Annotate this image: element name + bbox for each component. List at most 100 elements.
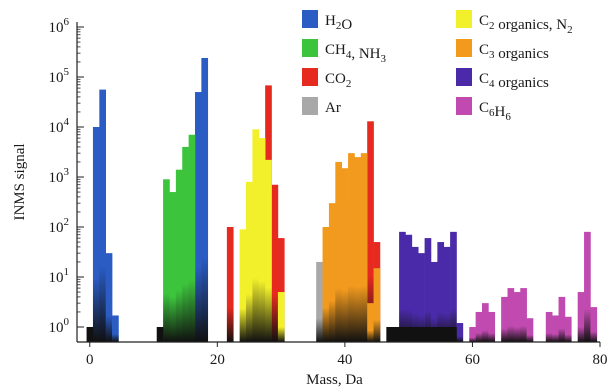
legend-swatch [302,10,318,28]
bar [450,231,457,342]
bar [348,153,355,342]
x-axis-label: Mass, Da [306,372,363,388]
legend-swatch [302,97,318,115]
legend-label: C6H6 [479,100,511,123]
bar [316,261,323,342]
bar [386,327,394,342]
bar [201,57,209,343]
bar [252,129,260,342]
legend-item-co2: CO2 [302,68,351,90]
bar [488,311,496,342]
bar [277,238,285,342]
bar [424,327,432,342]
bar [558,296,566,342]
y-tick-label: 106 [49,16,70,36]
bar [418,253,425,342]
bar [105,253,113,342]
bar [443,246,451,342]
y-tick-label: 104 [49,116,70,136]
legend-item-c2: C2 organics, N2 [456,10,573,36]
bar [86,327,94,342]
bar [373,268,381,342]
bar [552,315,559,342]
bar [430,261,438,342]
legend-swatch [456,39,472,57]
legend-label: C2 organics, N2 [479,13,573,36]
bar [501,296,508,342]
legend-item-c3: C3 organics [456,39,549,62]
bar [239,229,247,342]
bar [354,157,362,342]
series-5 [322,153,381,342]
bar [424,238,432,342]
bar [405,327,413,342]
plot-area [86,57,598,343]
axes: 100 101 102 103 104 105 106 0 20 40 60 80 [49,16,608,368]
bar [226,227,234,342]
bar [411,246,419,342]
y-tick-label: 100 [49,316,70,336]
bar [590,307,598,342]
bar [360,153,368,342]
legend-swatch [456,10,472,28]
y-tick-label: 103 [49,166,70,186]
bar [513,292,521,342]
bar [437,327,445,342]
bar [163,179,170,342]
bar [194,92,202,342]
bar [271,184,279,342]
legend-label: CH4, NH3 [325,42,387,65]
bar [246,181,253,342]
bar [564,316,572,342]
bar [430,327,438,342]
legend-item-ch4nh3: CH4, NH3 [302,39,387,65]
series-7 [469,231,598,342]
legend-swatch [456,97,472,115]
legend-label: H2O [325,13,352,33]
bar [367,303,374,342]
bar [188,134,196,342]
bar [456,323,464,342]
legend-label: C3 organics [479,42,549,62]
y-tick-label: 101 [49,266,70,286]
bar [405,234,413,342]
bar [328,203,336,342]
legend-label: CO2 [325,71,351,90]
bar [526,318,534,342]
bar [99,89,106,342]
bar [392,327,400,342]
legend-item-c6h6: C6H6 [456,97,511,123]
legend-item-c4: C4 organics [456,68,549,91]
bar [520,288,527,342]
bar [469,327,476,342]
bar [482,303,489,342]
x-tick-label: 40 [337,352,352,368]
bar [112,315,119,342]
bar [475,311,483,342]
legend-label: Ar [325,100,341,116]
bar [584,231,591,342]
series-1 [163,134,196,342]
y-tick-label: 105 [49,66,70,86]
y-tick-label: 102 [49,216,70,236]
series-6 [392,231,464,342]
series-4 [239,129,285,342]
bar [507,288,515,342]
series-8 [86,327,457,342]
legend: H2O CH4, NH3 CO2 Ar C2 organics, N2 C3 organi… [302,10,573,123]
bar [399,231,406,342]
legend-label: C4 organics [479,71,549,91]
bar [258,138,266,342]
x-tick-label: 0 [86,352,94,368]
legend-swatch [302,68,318,86]
bar [545,311,553,342]
legend-swatch [456,68,472,86]
x-tick-label: 60 [465,352,480,368]
x-tick-label: 80 [593,352,608,368]
legend-swatch [302,39,318,57]
legend-item-ar: Ar [302,97,341,116]
bar [437,242,445,342]
bar [175,169,183,342]
bar [443,327,451,342]
x-tick-label: 20 [210,352,225,368]
